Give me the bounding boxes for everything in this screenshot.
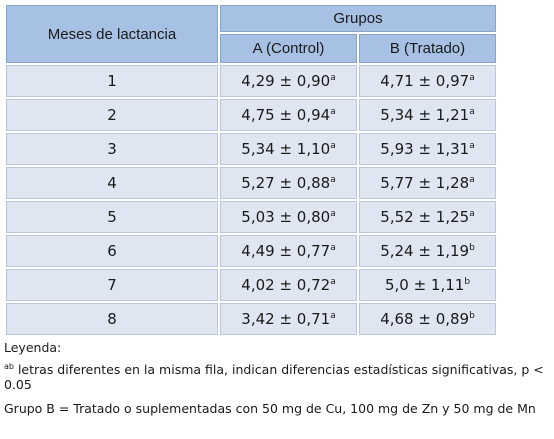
table-row: 8 3,42 ± 0,71a 4,68 ± 0,89b xyxy=(6,303,496,335)
cell-value: 5,0 ± 1,11 xyxy=(384,276,465,294)
legend-note-superscript: ab xyxy=(4,362,14,371)
table-row: 6 4,49 ± 0,77a 5,24 ± 1,19b xyxy=(6,235,496,267)
cell-mes: 4 xyxy=(6,167,218,199)
cell-superscript: a xyxy=(330,107,336,117)
cell-superscript: a xyxy=(469,107,475,117)
cell-superscript: a xyxy=(330,209,336,219)
cell-mes: 6 xyxy=(6,235,218,267)
results-table: Meses de lactancia Grupos A (Control) B … xyxy=(4,3,498,337)
cell-group-b: 4,68 ± 0,89b xyxy=(359,303,496,335)
cell-value: 3,42 ± 0,71 xyxy=(241,310,331,328)
cell-value: 4,49 ± 0,77 xyxy=(241,242,331,260)
table-row: 2 4,75 ± 0,94a 5,34 ± 1,21a xyxy=(6,99,496,131)
cell-mes: 7 xyxy=(6,269,218,301)
cell-value: 5,24 ± 1,19 xyxy=(380,242,470,260)
cell-mes: 1 xyxy=(6,65,218,97)
cell-superscript: a xyxy=(330,277,336,287)
cell-group-b: 5,24 ± 1,19b xyxy=(359,235,496,267)
cell-group-a: 4,29 ± 0,90a xyxy=(220,65,357,97)
cell-value: 5,77 ± 1,28 xyxy=(380,174,470,192)
cell-value: 5,52 ± 1,25 xyxy=(380,208,470,226)
cell-value: 4,68 ± 0,89 xyxy=(380,310,470,328)
cell-mes: 3 xyxy=(6,133,218,165)
cell-group-b: 4,71 ± 0,97a xyxy=(359,65,496,97)
cell-superscript: a xyxy=(469,175,475,185)
cell-value: 4,75 ± 0,94 xyxy=(241,106,331,124)
cell-superscript: a xyxy=(330,141,336,151)
cell-value: 4,02 ± 0,72 xyxy=(241,276,331,294)
table-row: 5 5,03 ± 0,80a 5,52 ± 1,25a xyxy=(6,201,496,233)
cell-group-b: 5,52 ± 1,25a xyxy=(359,201,496,233)
cell-group-a: 5,03 ± 0,80a xyxy=(220,201,357,233)
header-group-b: B (Tratado) xyxy=(359,34,496,63)
cell-superscript: a xyxy=(469,209,475,219)
cell-superscript: b xyxy=(464,277,471,287)
cell-superscript: b xyxy=(469,243,475,253)
table-row: 1 4,29 ± 0,90a 4,71 ± 0,97a xyxy=(6,65,496,97)
cell-group-b: 5,77 ± 1,28a xyxy=(359,167,496,199)
legend-title: Leyenda: xyxy=(4,340,62,355)
cell-group-b: 5,0 ± 1,11b xyxy=(359,269,496,301)
legend-group-b-definition: Grupo B = Tratado o suplementadas con 50… xyxy=(4,401,536,416)
cell-group-b: 5,34 ± 1,21a xyxy=(359,99,496,131)
cell-mes: 8 xyxy=(6,303,218,335)
cell-group-a: 3,42 ± 0,71a xyxy=(220,303,357,335)
cell-superscript: a xyxy=(330,243,336,253)
table-row: 4 5,27 ± 0,88a 5,77 ± 1,28a xyxy=(6,167,496,199)
header-grupos: Grupos xyxy=(220,5,496,32)
cell-mes: 5 xyxy=(6,201,218,233)
cell-group-b: 5,93 ± 1,31a xyxy=(359,133,496,165)
cell-group-a: 5,27 ± 0,88a xyxy=(220,167,357,199)
table-body: 1 4,29 ± 0,90a 4,71 ± 0,97a 2 4,75 ± 0,94a 5,… xyxy=(6,65,496,335)
header-meses-lactancia: Meses de lactancia xyxy=(6,5,218,63)
cell-superscript: a xyxy=(330,311,336,321)
cell-value: 5,93 ± 1,31 xyxy=(380,140,470,158)
cell-value: 4,29 ± 0,90 xyxy=(241,72,331,90)
cell-superscript: a xyxy=(469,73,475,83)
cell-value: 5,34 ± 1,21 xyxy=(380,106,470,124)
cell-group-a: 4,02 ± 0,72a xyxy=(220,269,357,301)
cell-value: 5,03 ± 0,80 xyxy=(241,208,331,226)
legend-note-text: letras diferentes en la misma fila, indi… xyxy=(4,362,544,392)
cell-value: 4,71 ± 0,97 xyxy=(380,72,470,90)
table-row: 7 4,02 ± 0,72a 5,0 ± 1,11b xyxy=(6,269,496,301)
cell-superscript: a xyxy=(330,73,336,83)
cell-value: 5,27 ± 0,88 xyxy=(241,174,331,192)
table-row: 3 5,34 ± 1,10a 5,93 ± 1,31a xyxy=(6,133,496,165)
legend-significance-note: ab letras diferentes en la misma fila, i… xyxy=(4,362,554,392)
cell-group-a: 4,75 ± 0,94a xyxy=(220,99,357,131)
cell-group-a: 5,34 ± 1,10a xyxy=(220,133,357,165)
cell-superscript: a xyxy=(330,175,336,185)
cell-value: 5,34 ± 1,10 xyxy=(241,140,331,158)
cell-group-a: 4,49 ± 0,77a xyxy=(220,235,357,267)
header-group-a: A (Control) xyxy=(220,34,357,63)
cell-superscript: a xyxy=(469,141,475,151)
cell-superscript: b xyxy=(469,311,475,321)
cell-mes: 2 xyxy=(6,99,218,131)
